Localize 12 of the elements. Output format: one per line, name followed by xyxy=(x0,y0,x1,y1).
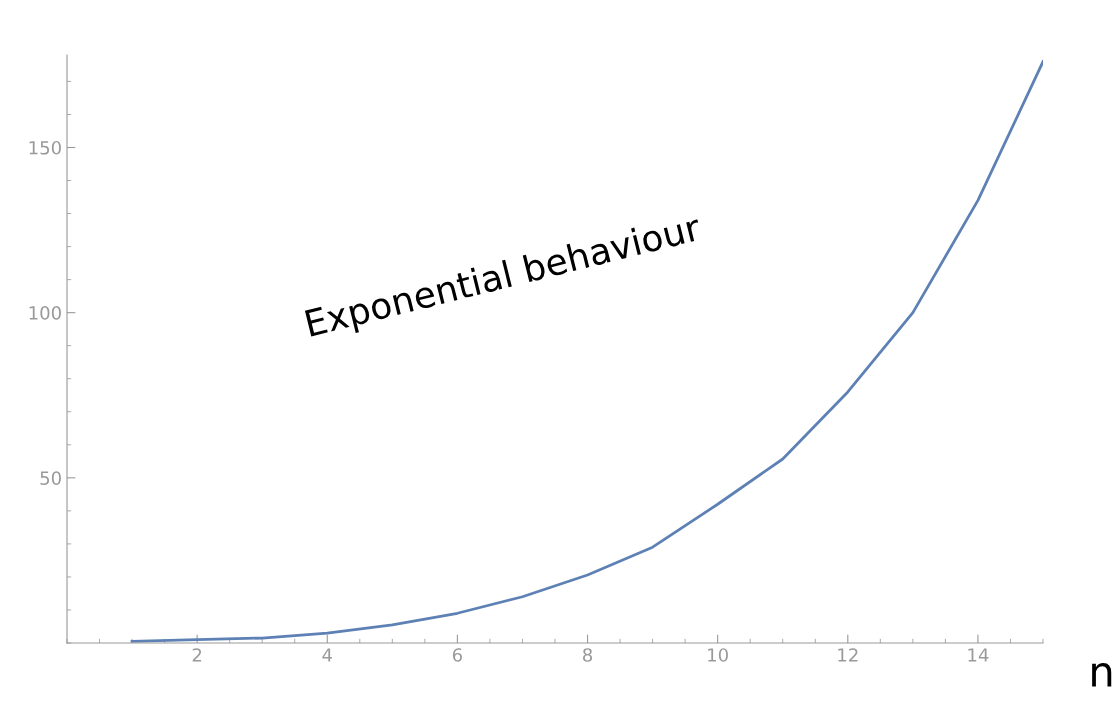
x-tick-label: 10 xyxy=(708,648,728,662)
y-tick-label: 50 xyxy=(40,471,61,485)
x-tick-label: 12 xyxy=(838,648,858,662)
x-tick-label: 8 xyxy=(583,648,593,662)
x-tick-label: 14 xyxy=(968,648,989,662)
y-tick-label: 100 xyxy=(29,306,61,320)
y-tick-label: 150 xyxy=(29,140,61,155)
x-axis-title: n xyxy=(1092,663,1112,687)
x-tick-label: 6 xyxy=(452,648,463,662)
x-tick-label: 4 xyxy=(322,648,332,662)
x-tick-label: 2 xyxy=(192,648,202,662)
line-series xyxy=(130,60,1043,643)
